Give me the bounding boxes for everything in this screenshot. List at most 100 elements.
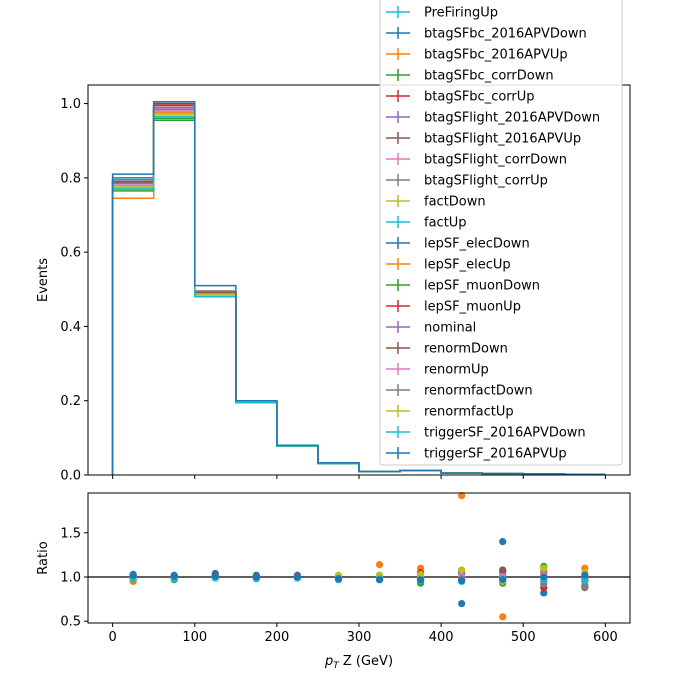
legend-label: btagSFlight_corrDown <box>424 153 567 168</box>
ratio-point-factDown <box>416 570 425 578</box>
ratio-point-lepSF_elecDown <box>211 572 219 580</box>
ratio-y-tick-label: 1.5 <box>60 526 81 541</box>
main-y-tick-label: 0.2 <box>60 394 81 409</box>
legend-label: btagSFlight_2016APVDown <box>424 111 600 126</box>
legend-item: btagSFlight_corrDown <box>386 153 567 168</box>
legend-label: PreFiringUp <box>424 6 498 21</box>
main-y-tick-label: 0.4 <box>60 320 81 335</box>
legend-item: renormUp <box>386 363 489 378</box>
legend-label: btagSFbc_corrUp <box>424 90 535 105</box>
ratio-y-ticks: 0.5 1.0 1.5 <box>60 526 88 630</box>
x-axis-label: pT Z (GeV) <box>324 654 393 671</box>
main-y-tick-label: 1.0 <box>60 97 81 112</box>
legend-item: renormfactUp <box>386 405 514 420</box>
legend-item: factDown <box>386 195 486 210</box>
legend-item: btagSFbc_corrUp <box>386 90 535 105</box>
histogram-lines <box>111 100 606 476</box>
ratio-point-lepSF_elecDown <box>375 576 384 584</box>
ratio-y-tick-label: 1.0 <box>60 571 81 586</box>
hist-series-triggerSF_2016APVUp <box>111 100 606 476</box>
legend-label: btagSFlight_2016APVUp <box>424 132 581 147</box>
legend-item: factUp <box>386 216 467 231</box>
x-tick-label: 200 <box>264 630 289 645</box>
main-y-tick-label: 0.6 <box>60 246 81 261</box>
legend-item: triggerSF_2016APVDown <box>386 426 586 441</box>
x-axis-label-rest: Z (GeV) <box>339 654 393 669</box>
legend: PreFiringUp btagSFbc_2016APVDown btagSFbc_… <box>379 0 623 466</box>
main-y-axis-label: Events <box>36 258 51 302</box>
legend-label: btagSFbc_2016APVDown <box>424 27 587 42</box>
ratio-point-lepSF_elecDown <box>170 572 178 580</box>
legend-label: lepSF_muonUp <box>424 300 521 315</box>
ratio-point-btagSFbc_2016APVDown <box>499 538 507 546</box>
x-tick-label: 100 <box>182 630 207 645</box>
ratio-y-axis-label: Ratio <box>36 541 51 574</box>
ratio-point-btagSFlight_corrUp <box>581 583 589 591</box>
legend-label: btagSFbc_2016APVUp <box>424 48 568 63</box>
ratio-point-factDown <box>540 564 548 572</box>
x-tick-label: 600 <box>593 630 618 645</box>
legend-label: btagSFlight_corrUp <box>424 174 548 189</box>
ratio-point-factDown <box>458 566 466 574</box>
ratio-points <box>129 492 589 621</box>
legend-label: lepSF_muonDown <box>424 279 540 294</box>
ratio-point-lepSF_elecDown <box>293 573 302 581</box>
legend-label: renormUp <box>424 363 489 378</box>
ratio-point-btagSFbc_2016APVDown <box>458 599 466 608</box>
ratio-plot-panel: 0.5 1.0 1.5 0 100 200 300 400 500 600 Ratio pT Z… <box>36 492 631 671</box>
x-tick-label: 400 <box>429 630 454 645</box>
x-axis-label-sub: T <box>333 661 340 671</box>
legend-item: lepSF_muonUp <box>386 300 521 315</box>
x-tick-label: 500 <box>511 630 536 645</box>
ratio-point-lepSF_elecDown <box>416 576 425 584</box>
legend-label: lepSF_elecUp <box>424 258 511 273</box>
ratio-point-btagSFbc_2016APVUp <box>458 492 466 500</box>
x-axis-label-p: p <box>324 654 333 669</box>
legend-label: lepSF_elecDown <box>424 237 530 252</box>
ratio-x-ticks: 0 100 200 300 400 500 600 <box>108 623 618 645</box>
main-y-tick-label: 0.8 <box>60 171 81 186</box>
legend-item: PreFiringUp <box>386 6 498 21</box>
legend-label: factDown <box>424 195 486 210</box>
ratio-point-lepSF_elecDown <box>252 573 260 581</box>
main-x-ticks <box>112 475 606 479</box>
ratio-point-factUp <box>581 576 589 585</box>
legend-label: factUp <box>424 216 467 231</box>
legend-item: renormfactDown <box>386 384 533 399</box>
legend-label: nominal <box>424 321 476 336</box>
legend-item: btagSFbc_2016APVDown <box>386 27 587 42</box>
legend-item: lepSF_elecDown <box>386 237 530 252</box>
ratio-point-btagSFbc_2016APVDown <box>540 589 548 597</box>
ratio-point-lepSF_elecDown <box>334 575 343 583</box>
ratio-point-btagSFlight_2016APVUp <box>499 566 507 574</box>
legend-item: btagSFbc_corrDown <box>386 69 554 84</box>
legend-label: renormDown <box>424 342 508 357</box>
legend-item: nominal <box>386 321 476 336</box>
legend-item: btagSFlight_2016APVUp <box>386 132 581 147</box>
legend-item: btagSFbc_2016APVUp <box>386 48 568 63</box>
ratio-point-lepSF_elecDown <box>581 571 589 579</box>
ratio-point-btagSFbc_2016APVUp <box>375 561 384 569</box>
x-tick-label: 300 <box>347 630 372 645</box>
main-y-tick-label: 0.0 <box>60 469 81 484</box>
legend-frame <box>379 0 623 466</box>
legend-item: lepSF_muonDown <box>386 279 540 294</box>
ratio-point-lepSF_elecDown <box>540 573 548 581</box>
ratio-plot-area <box>88 493 630 623</box>
legend-label: triggerSF_2016APVUp <box>424 447 567 462</box>
ratio-point-lepSF_elecDown <box>499 576 507 584</box>
legend-label: triggerSF_2016APVDown <box>424 426 586 441</box>
legend-label: renormfactDown <box>424 384 533 399</box>
ratio-point-btagSFbc_2016APVUp <box>499 613 507 621</box>
legend-label: renormfactUp <box>424 405 514 420</box>
ratio-point-lepSF_elecDown <box>458 576 466 585</box>
legend-item: btagSFlight_2016APVDown <box>386 111 600 126</box>
legend-item: lepSF_elecUp <box>386 258 511 273</box>
ratio-point-lepSF_elecDown <box>129 571 137 579</box>
main-y-ticks: 0.0 0.2 0.4 0.6 0.8 1.0 <box>60 97 88 484</box>
x-tick-label: 0 <box>108 630 116 645</box>
ratio-y-tick-label: 0.5 <box>60 615 81 630</box>
legend-label: btagSFbc_corrDown <box>424 69 554 84</box>
legend-item: btagSFlight_corrUp <box>386 174 548 189</box>
